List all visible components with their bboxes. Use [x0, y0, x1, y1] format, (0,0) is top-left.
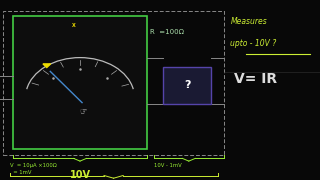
- Text: 10V - 1mV: 10V - 1mV: [154, 163, 181, 168]
- Text: Measures: Measures: [230, 17, 267, 26]
- Polygon shape: [43, 64, 51, 68]
- Text: = 1mV: = 1mV: [10, 170, 31, 175]
- Bar: [13, 16, 147, 149]
- Text: R  =100Ω: R =100Ω: [150, 29, 184, 35]
- Bar: [3, 11, 224, 155]
- Text: X: X: [72, 23, 76, 28]
- Text: V= IR: V= IR: [234, 72, 277, 86]
- Text: 10V: 10V: [69, 170, 91, 180]
- Text: upto - 10V ?: upto - 10V ?: [230, 39, 277, 48]
- Text: V  = 10μA ×100Ω: V = 10μA ×100Ω: [10, 163, 56, 168]
- Bar: [163, 67, 211, 104]
- Text: ☞: ☞: [79, 107, 87, 116]
- Text: ?: ?: [184, 80, 190, 91]
